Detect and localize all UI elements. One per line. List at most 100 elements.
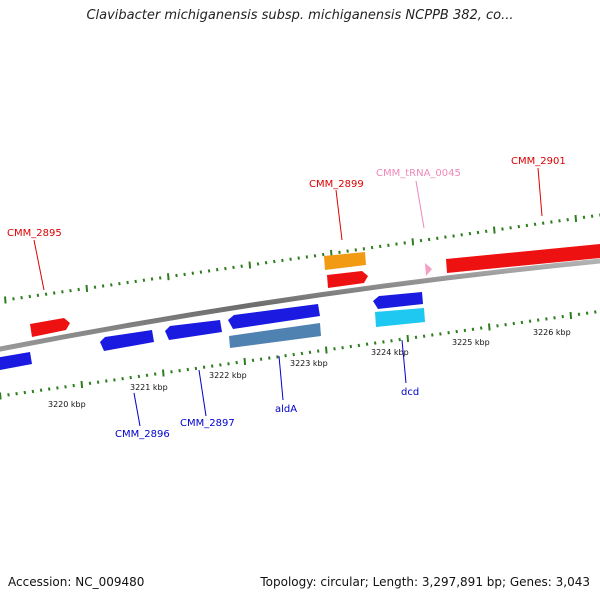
outer-tick-minor [118, 282, 121, 286]
inner-tick-minor [390, 339, 393, 343]
feature-arrows[interactable] [0, 244, 600, 371]
outer-tick-minor [240, 264, 243, 268]
outer-tick-minor [61, 290, 64, 294]
inner-tick-minor [170, 370, 173, 374]
outer-tick-minor [44, 292, 48, 296]
inner-tick-minor [398, 337, 401, 342]
outer-tick-minor [69, 289, 72, 293]
outer-tick-minor [273, 259, 276, 264]
scale-label-3220: 3220 kbp [48, 400, 86, 409]
outer-tick-minor [468, 231, 472, 236]
outer-tick-minor [77, 287, 80, 292]
outer-tick-minor [256, 262, 260, 266]
inner-tick-minor [553, 316, 556, 320]
outer-tick-minor [566, 218, 569, 222]
inner-tick-minor [300, 351, 304, 356]
scale-label-3223: 3223 kbp [290, 359, 328, 368]
outer-tick-minor [460, 233, 463, 237]
inner-tick-minor [357, 343, 361, 348]
leader-CMM_tRNA_0045 [415, 180, 425, 229]
inner-tick-major [0, 392, 2, 400]
inner-tick-minor [333, 347, 336, 351]
gene-arrow-CMM_2901[interactable] [446, 244, 600, 273]
outer-tick-minor [533, 222, 537, 226]
outer-tick-minor [175, 273, 178, 278]
inner-tick-minor [153, 372, 157, 376]
genome-backbone [0, 258, 600, 352]
leader-CMM_2896 [133, 392, 141, 427]
outer-tick-minor [191, 271, 195, 275]
outer-tick-minor [362, 247, 366, 251]
inner-tick-minor [341, 346, 344, 350]
inner-tick-minor [259, 357, 263, 361]
outer-tick-minor [354, 248, 358, 252]
outer-tick-minor [232, 265, 235, 270]
label-aldA: aldA [275, 404, 297, 415]
inner-tick-ring [0, 310, 597, 400]
outer-tick-minor [550, 220, 553, 224]
inner-tick-minor [447, 331, 450, 335]
outer-tick-minor [281, 258, 284, 263]
outer-tick-minor [509, 226, 512, 230]
inner-tick-minor [561, 314, 564, 319]
inner-tick-minor [137, 374, 141, 379]
gene-arrow-CMM_tRNA_0045[interactable] [425, 263, 432, 276]
inner-tick-minor [105, 379, 108, 383]
inner-tick-minor [113, 378, 116, 382]
outer-tick-minor [452, 234, 455, 238]
outer-tick-minor [12, 297, 15, 301]
inner-tick-minor [194, 366, 198, 371]
outer-tick-minor [158, 276, 162, 280]
outer-tick-minor [321, 252, 325, 257]
outer-tick-minor [313, 254, 317, 258]
gene-block-orange[interactable] [324, 252, 366, 270]
inner-tick-minor [536, 318, 540, 322]
gene-block-steelblue[interactable] [229, 323, 321, 348]
topology-summary-text: Topology: circular; Length: 3,297,891 bp… [260, 575, 590, 589]
outer-tick-minor [346, 249, 349, 253]
outer-tick-minor [93, 285, 97, 289]
gene-arrow-left-edge[interactable] [0, 352, 32, 371]
outer-tick-minor [183, 272, 186, 277]
outer-tick-minor [305, 255, 309, 259]
outer-tick-minor [126, 280, 129, 285]
inner-tick-minor [520, 320, 524, 325]
scale-label-3222: 3222 kbp [209, 371, 247, 380]
inner-tick-major [80, 380, 84, 389]
gene-arrow-CMM_2897[interactable] [165, 320, 222, 340]
inner-tick-minor [219, 363, 222, 367]
outer-tick-minor [582, 215, 586, 219]
outer-tick-major [85, 284, 89, 292]
inner-tick-minor [129, 375, 132, 380]
outer-tick-major [248, 261, 252, 269]
gene-arrow-aldA[interactable] [228, 304, 320, 329]
gene-arrow-CMM_2896[interactable] [100, 330, 154, 351]
inner-tick-minor [7, 393, 10, 397]
inner-tick-minor [585, 311, 589, 315]
leader-CMM_2897 [198, 369, 207, 417]
outer-tick-minor [427, 237, 431, 242]
gene-block-lightblue[interactable] [375, 308, 425, 327]
inner-tick-minor [39, 388, 43, 392]
gene-arrow-dcd[interactable] [373, 292, 423, 309]
gene-arrow-CMM_2895[interactable] [30, 318, 70, 337]
inner-tick-minor [251, 358, 255, 362]
inner-tick-major [325, 346, 328, 354]
inner-tick-minor [431, 333, 434, 337]
inner-tick-minor [545, 317, 548, 321]
inner-tick-minor [414, 335, 418, 339]
label-CMM_2897: CMM_2897 [180, 418, 235, 429]
outer-tick-major [493, 226, 496, 234]
gene-arrow-CMM_2899[interactable] [327, 271, 368, 288]
inner-tick-minor [235, 360, 238, 365]
inner-tick-minor [292, 352, 295, 357]
label-CMM_2895: CMM_2895 [7, 228, 62, 239]
outer-tick-minor [20, 296, 23, 300]
inner-tick-minor [471, 327, 475, 331]
outer-tick-minor [501, 227, 504, 231]
outer-tick-minor [36, 293, 40, 297]
outer-tick-minor [378, 244, 382, 249]
inner-tick-minor [463, 328, 467, 333]
inner-tick-minor [31, 389, 35, 394]
